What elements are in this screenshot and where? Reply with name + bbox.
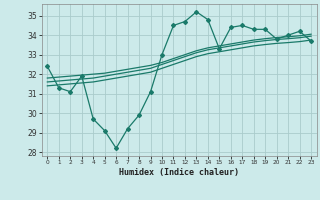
X-axis label: Humidex (Indice chaleur): Humidex (Indice chaleur) <box>119 168 239 177</box>
